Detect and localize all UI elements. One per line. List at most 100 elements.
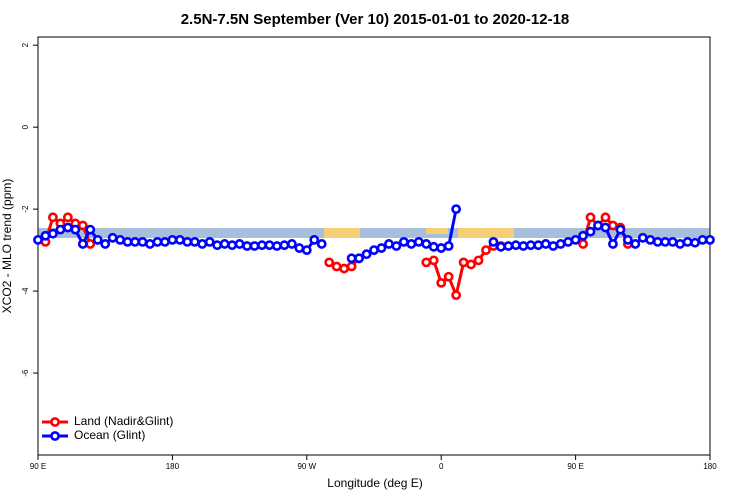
data-point — [488, 237, 499, 247]
data-point — [286, 239, 297, 249]
data-point — [436, 277, 447, 288]
data-point — [301, 245, 312, 255]
data-point — [481, 245, 491, 255]
land-strip — [458, 228, 514, 238]
data-point — [339, 263, 350, 274]
land-strip — [426, 228, 448, 234]
data-point — [242, 241, 252, 251]
data-point — [398, 237, 409, 247]
data-point — [660, 237, 671, 247]
data-point — [555, 239, 566, 249]
y-tick-label: -6 — [21, 369, 30, 377]
data-point — [85, 239, 96, 249]
data-point — [219, 239, 230, 249]
data-point — [585, 226, 596, 237]
chart-title: 2.5N-7.5N September (Ver 10) 2015-01-01 … — [181, 11, 570, 28]
legend-label: Ocean (Glint) — [74, 428, 145, 442]
data-point — [182, 237, 193, 247]
data-point — [152, 237, 163, 247]
data-point — [675, 239, 686, 249]
data-point — [578, 239, 588, 249]
data-point — [608, 239, 618, 249]
data-point — [525, 240, 536, 251]
y-tick-label: 0 — [21, 124, 30, 129]
data-point — [428, 241, 439, 252]
data-point — [391, 241, 402, 251]
legend-marker — [50, 417, 60, 427]
data-point — [578, 230, 588, 241]
data-point — [518, 241, 529, 251]
data-point — [354, 253, 364, 264]
legend-marker — [50, 431, 60, 441]
data-point — [70, 224, 81, 235]
data-point — [406, 239, 417, 249]
x-axis-label: Longitude (deg E) — [327, 476, 422, 490]
data-point — [421, 257, 432, 268]
y-tick-label: 2 — [21, 42, 30, 47]
data-point — [227, 240, 238, 251]
data-point — [100, 239, 111, 249]
x-tick-label: 180 — [703, 462, 717, 471]
data-point — [615, 224, 626, 235]
data-point — [652, 237, 663, 247]
data-point — [510, 240, 521, 251]
data-point — [593, 220, 603, 231]
data-point — [413, 237, 424, 247]
x-tick-label: 90 E — [30, 462, 46, 471]
data-point — [451, 290, 462, 301]
data-point — [115, 234, 126, 245]
plot-frame — [37, 36, 711, 456]
data-point — [436, 243, 447, 253]
data-point — [697, 234, 708, 245]
data-point — [533, 240, 544, 251]
data-point — [443, 271, 454, 282]
data-point — [331, 261, 342, 272]
data-point — [62, 212, 73, 223]
data-point — [570, 234, 581, 245]
data-point — [540, 239, 551, 249]
data-point — [85, 224, 96, 235]
data-point — [346, 253, 357, 264]
data-point — [55, 224, 66, 235]
data-point — [451, 204, 462, 215]
data-point — [637, 232, 648, 243]
data-point — [369, 245, 379, 255]
data-point — [384, 239, 394, 249]
y-axis-label: XCO2 - MLO trend (ppm) — [0, 179, 14, 314]
data-point — [466, 259, 476, 270]
y-tick-label: -2 — [21, 205, 30, 213]
data-point — [279, 240, 290, 251]
map-strip — [38, 228, 710, 238]
data-point — [563, 237, 574, 247]
ocean-strip — [38, 228, 710, 238]
data-point — [667, 237, 678, 247]
data-point — [324, 257, 335, 268]
data-point — [458, 257, 469, 268]
x-tick-label: 90 E — [567, 462, 583, 471]
data-point — [197, 239, 208, 249]
data-point — [249, 241, 260, 251]
data-point — [189, 237, 200, 247]
x-tick-label: 180 — [166, 462, 180, 471]
data-point — [122, 237, 133, 247]
data-point — [503, 241, 514, 251]
data-point — [167, 234, 178, 245]
data-point — [376, 243, 387, 253]
data-point — [600, 212, 611, 223]
data-point — [361, 249, 372, 260]
data-point — [548, 241, 559, 251]
data-point — [33, 234, 43, 245]
data-point — [145, 239, 155, 249]
data-point — [421, 239, 432, 249]
data-point — [160, 237, 170, 247]
data-point — [92, 234, 103, 245]
data-point — [130, 237, 140, 247]
data-point — [234, 239, 245, 249]
data-point — [257, 240, 267, 251]
data-point — [682, 237, 693, 247]
data-point — [316, 239, 327, 249]
data-point — [309, 234, 320, 245]
data-point — [585, 212, 596, 223]
data-point — [690, 237, 700, 248]
x-tick-label: 0 — [439, 462, 444, 471]
